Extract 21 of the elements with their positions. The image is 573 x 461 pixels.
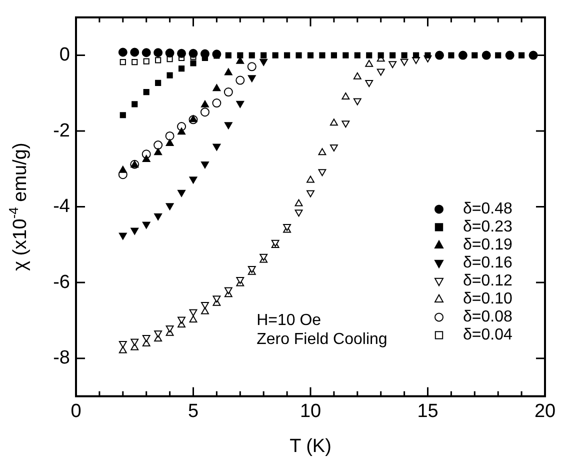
y-tick-label: -6 (53, 272, 70, 293)
legend-label: δ=0.08 (463, 308, 512, 326)
legend-label: δ=0.19 (463, 236, 512, 254)
y-tick-label: -2 (53, 120, 70, 142)
y-tick-label: -4 (53, 196, 70, 218)
legend-label: δ=0.48 (463, 200, 512, 218)
y-axis-title: χ (x10-4 emu/g) (6, 142, 31, 271)
annotation: Zero Field Cooling (256, 330, 388, 348)
y-tick-label: 0 (59, 44, 70, 66)
annotation: H=10 Oe (256, 312, 322, 329)
legend-label: δ=0.23 (463, 218, 512, 236)
legend-label: δ=0.04 (463, 326, 512, 344)
legend-label: δ=0.10 (463, 290, 512, 308)
x-tick-label: 20 (534, 400, 556, 422)
x-tick-label: 5 (188, 400, 199, 422)
x-axis-title: T (K) (290, 436, 332, 457)
y-tick-label: -8 (53, 348, 70, 369)
legend-label: δ=0.12 (463, 272, 512, 290)
legend-label: δ=0.16 (463, 254, 512, 272)
x-tick-label: 15 (417, 400, 438, 422)
x-tick-label: 10 (300, 400, 322, 422)
